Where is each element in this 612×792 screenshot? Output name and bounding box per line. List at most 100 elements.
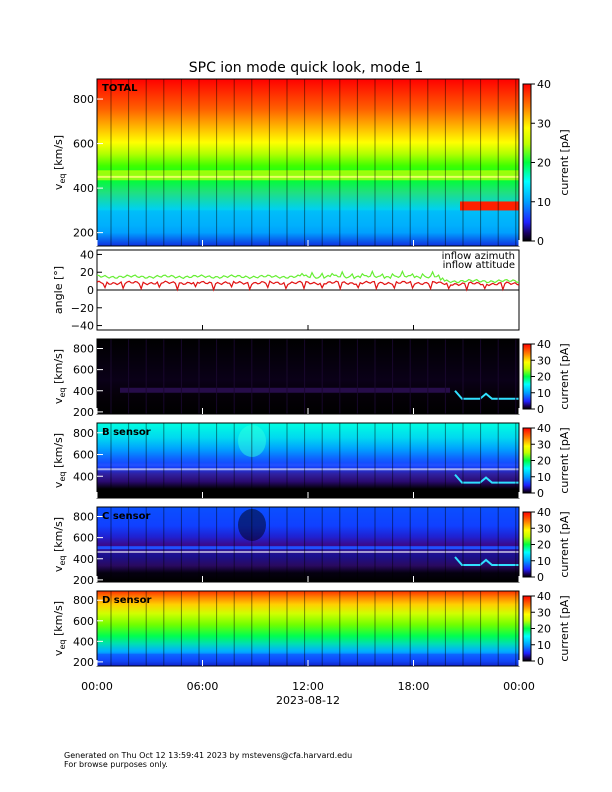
ytick-2: 600 — [73, 364, 94, 377]
angle-ytick-3: −20 — [71, 302, 94, 315]
peak-trace — [454, 556, 519, 566]
colorbar-5-label: current [pA] — [558, 595, 571, 661]
xtick-1: 06:00 — [187, 680, 219, 693]
colorbar-0-tick-0: 0 — [537, 235, 544, 248]
colorbar-2 — [522, 343, 532, 410]
ylabel-veq: veq [km/s] — [52, 135, 67, 190]
footer-browse: For browse purposes only. — [64, 760, 168, 769]
data-gap — [97, 468, 519, 471]
heatmap-field — [97, 339, 519, 414]
colorbar-3-tick-2: 20 — [537, 455, 551, 468]
colorbar-2-tick-3: 30 — [537, 354, 551, 367]
ytick-2: 600 — [73, 615, 94, 628]
colorbar-4-tick-4: 40 — [537, 506, 551, 519]
panel-b-sensor: 400 600 800 B sensor veq [km/s] 0 10 20 30 40 curr… — [52, 422, 571, 500]
colorbar-5-tick-3: 30 — [537, 606, 551, 619]
panel-a-sensor: 200 400 600 800 veq [km/s] 0 10 20 30 40 current [… — [52, 338, 571, 419]
band — [97, 170, 519, 181]
colorbar-4-tick-1: 10 — [537, 555, 551, 568]
panel-label: B sensor — [102, 427, 151, 438]
band — [97, 546, 519, 550]
ytick-3: 800 — [73, 594, 94, 607]
panel-label: TOTAL — [102, 83, 138, 94]
ytick-1: 600 — [73, 449, 94, 462]
peak-trace — [454, 390, 519, 400]
x-axis: 00:00 06:00 12:00 18:00 00:00 2023-08-12 — [81, 680, 535, 707]
colorbar-5 — [522, 595, 532, 662]
angle-ytick-4: −40 — [71, 320, 94, 333]
colorbar-4-tick-2: 20 — [537, 539, 551, 552]
colorbar-2-tick-1: 10 — [537, 387, 551, 400]
colorbar-3-tick-3: 30 — [537, 438, 551, 451]
ytick-1: 400 — [73, 385, 94, 398]
series-inflow-attitude — [96, 269, 520, 284]
panel-label: C sensor — [102, 511, 150, 522]
ytick-1: 400 — [73, 553, 94, 566]
colorbar-0-tick-4: 40 — [537, 78, 551, 91]
angle-ytick-2: 0 — [87, 284, 94, 297]
colorbar-4-tick-3: 30 — [537, 522, 551, 535]
colorbar-3 — [522, 427, 532, 494]
legend-inflow-azimuth: inflow azimuth — [442, 251, 515, 262]
colorbar-3-label: current [pA] — [558, 427, 571, 493]
ytick-3: 800 — [73, 93, 94, 106]
footer-generated: Generated on Thu Oct 12 13:59:41 2023 by… — [64, 751, 352, 760]
event-blob — [238, 425, 266, 457]
colorbar-2-label: current [pA] — [558, 343, 571, 409]
panel-d-sensor: 200 400 600 800 D sensor veq [km/s] 0 10 20 30 40 c… — [52, 590, 571, 669]
ytick-2: 800 — [73, 427, 94, 440]
ylabel-veq: veq [km/s] — [52, 517, 67, 572]
ytick-0: 200 — [73, 406, 94, 419]
xtick-4: 00:00 — [503, 680, 535, 693]
colorbar-3-tick-4: 40 — [537, 422, 551, 435]
colorbar-5-tick-1: 10 — [537, 639, 551, 652]
angle-ytick-1: 20 — [80, 266, 94, 279]
ytick-0: 200 — [73, 656, 94, 669]
heatmap-field — [97, 591, 519, 666]
colorbar-2-tick-2: 20 — [537, 371, 551, 384]
ytick-2: 600 — [73, 138, 94, 151]
ylabel-veq: veq [km/s] — [52, 433, 67, 488]
ylabel-veq: veq [km/s] — [52, 601, 67, 656]
ytick-1: 400 — [73, 635, 94, 648]
event-blob — [238, 509, 266, 541]
band — [97, 463, 519, 467]
colorbar-4-tick-0: 0 — [537, 571, 544, 584]
colorbar-4 — [522, 511, 532, 578]
data-gap — [97, 550, 519, 553]
colorbar-5-tick-0: 0 — [537, 655, 544, 668]
colorbar-0 — [522, 83, 532, 242]
panel-c-sensor: 200 400 600 800 C sensor veq [km/s] 0 10 20 30 40 c… — [52, 506, 571, 587]
legend-inflow-attitude: inflow attitude — [443, 260, 515, 271]
colorbar-2-tick-0: 0 — [537, 403, 544, 416]
colorbar-0-label: current [pA] — [558, 129, 571, 195]
ylabel-veq: veq [km/s] — [52, 349, 67, 404]
ytick-3: 800 — [73, 343, 94, 356]
colorbar-3-tick-1: 10 — [537, 471, 551, 484]
xtick-0: 00:00 — [81, 680, 113, 693]
panel-label: D sensor — [102, 595, 151, 606]
colorbar-0-tick-3: 30 — [537, 117, 551, 130]
colorbar-2-tick-4: 40 — [537, 338, 551, 351]
colorbar-4-label: current [pA] — [558, 511, 571, 577]
band — [97, 210, 519, 227]
colorbar-5-tick-4: 40 — [537, 590, 551, 603]
slow-wind-feature — [460, 201, 519, 211]
ytick-3: 800 — [73, 511, 94, 524]
angle-ytick-0: 40 — [80, 248, 94, 261]
xtick-2: 12:00 — [292, 680, 324, 693]
band — [97, 653, 519, 662]
ytick-0: 200 — [73, 227, 94, 240]
heatmap-field — [97, 423, 519, 498]
x-date-label: 2023-08-12 — [276, 694, 340, 707]
colorbar-0-tick-1: 10 — [537, 196, 551, 209]
peak-trace — [454, 473, 519, 484]
ytick-0: 200 — [73, 574, 94, 587]
chart-title: SPC ion mode quick look, mode 1 — [189, 60, 423, 76]
colorbar-0-tick-2: 20 — [537, 157, 551, 170]
faint-signal — [120, 387, 450, 393]
series-inflow-azimuth — [96, 280, 520, 292]
